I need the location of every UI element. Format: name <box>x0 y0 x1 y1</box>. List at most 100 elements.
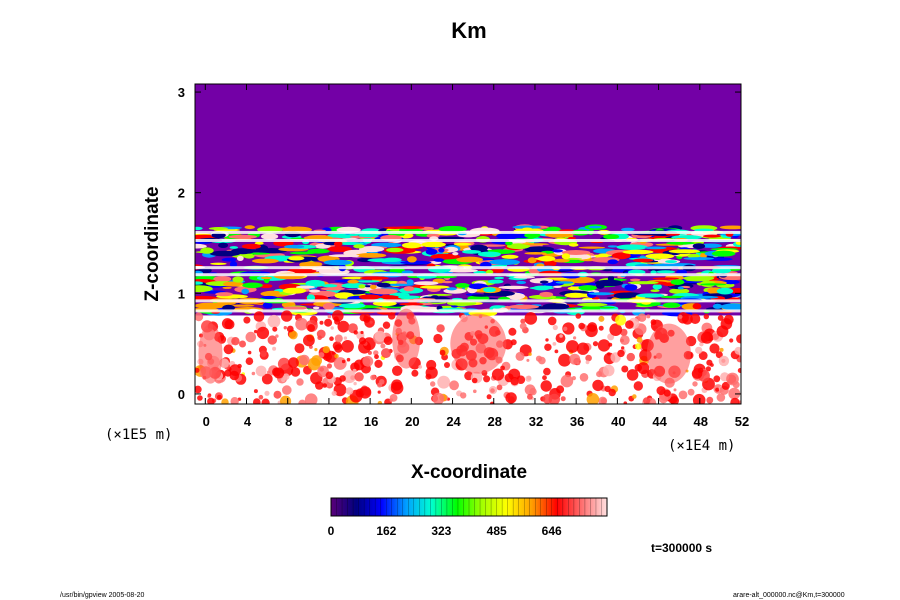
time-label: t=300000 s <box>651 541 712 555</box>
field-cell <box>229 304 255 307</box>
field-cell <box>328 254 360 258</box>
field-cell <box>367 258 396 263</box>
field-cell <box>710 363 714 367</box>
field-cell <box>591 297 600 300</box>
field-cell <box>362 355 374 367</box>
field-cell <box>386 247 404 253</box>
field-cell <box>253 389 258 394</box>
field-cell <box>255 365 267 377</box>
field-cell <box>418 365 423 369</box>
y-tick-label: 2 <box>178 186 185 201</box>
field-cell <box>425 248 438 255</box>
field-cell <box>734 346 741 355</box>
field-cell <box>471 377 478 384</box>
field-cell <box>369 284 377 290</box>
field-cell <box>197 395 203 401</box>
field-cell <box>421 241 446 248</box>
field-cell <box>712 333 719 341</box>
field-cell <box>713 375 721 383</box>
field-cell <box>646 314 651 319</box>
field-cell <box>633 381 643 391</box>
field-cell <box>406 279 414 285</box>
field-cell <box>380 343 386 349</box>
field-cell <box>458 234 478 238</box>
field-cell <box>305 279 325 287</box>
x-tick-label: 20 <box>405 414 419 429</box>
field-cell <box>347 279 359 284</box>
field-cell <box>239 340 246 348</box>
colorbar-tick-labels: 0 162 323 485 646 <box>328 524 562 538</box>
field-cell <box>377 390 381 394</box>
field-cell <box>677 286 684 290</box>
field-cell <box>307 324 315 332</box>
field-cell <box>346 357 351 362</box>
field-streak <box>195 266 741 270</box>
field-cell <box>288 256 305 261</box>
field-cell <box>578 246 606 249</box>
field-cell <box>621 365 629 373</box>
field-cell <box>632 394 637 399</box>
field-cell <box>403 286 415 292</box>
field-cell <box>678 390 688 400</box>
field-cell <box>527 393 533 400</box>
field-cell <box>358 284 366 289</box>
field-cell <box>213 276 232 282</box>
field-cell <box>690 313 701 324</box>
field-cell <box>715 387 720 392</box>
field-cell <box>524 252 547 255</box>
field-cell <box>644 246 667 250</box>
field-cell <box>382 283 415 286</box>
field-cell <box>712 303 723 309</box>
x-tick-label: 24 <box>446 414 461 429</box>
field-cell <box>558 353 571 367</box>
field-cell <box>576 342 590 355</box>
field-cell <box>510 244 529 249</box>
field-cell <box>383 336 393 345</box>
field-cell <box>505 392 517 404</box>
colorbar-tick-label: 162 <box>376 524 396 538</box>
field-cell <box>343 370 356 384</box>
field-cell <box>692 381 698 387</box>
field-cell <box>298 399 307 404</box>
field-cell <box>247 350 252 355</box>
field-cell <box>333 357 347 370</box>
field-cell <box>430 253 461 260</box>
field-cell <box>261 373 273 385</box>
field-cell <box>253 329 258 334</box>
field-cell <box>388 312 396 320</box>
field-cell <box>626 352 635 362</box>
field-cell <box>390 381 404 395</box>
field-cell <box>349 389 363 403</box>
field-cell <box>524 312 538 325</box>
field-cell <box>666 241 695 245</box>
field-cell <box>413 281 439 286</box>
field-cell <box>575 313 582 319</box>
field-cell <box>603 234 620 240</box>
field-cell <box>337 320 350 333</box>
field-cell <box>544 259 557 267</box>
field-cell <box>364 285 372 288</box>
field-cell <box>228 234 258 239</box>
field-cell <box>287 268 317 274</box>
field-cell <box>254 241 264 245</box>
field-cell <box>195 302 226 309</box>
field-cell <box>588 225 602 229</box>
field-cell <box>483 375 491 383</box>
field-cell <box>373 350 379 356</box>
field-cell <box>723 314 734 325</box>
field-cell <box>706 396 714 404</box>
field-cell <box>568 236 576 240</box>
x-tick-label: 40 <box>611 414 625 429</box>
field-cell <box>585 360 590 365</box>
field-cell <box>545 338 549 342</box>
field-cell <box>732 381 740 389</box>
field-cell <box>555 281 574 284</box>
field-cell <box>244 225 255 230</box>
field-cell <box>262 302 273 309</box>
field-cell <box>636 293 665 298</box>
field-cell <box>319 320 324 325</box>
field-cell <box>455 283 470 288</box>
plot-frame <box>194 83 742 405</box>
x-tick-label: 16 <box>364 414 378 429</box>
field-cell <box>218 242 229 248</box>
